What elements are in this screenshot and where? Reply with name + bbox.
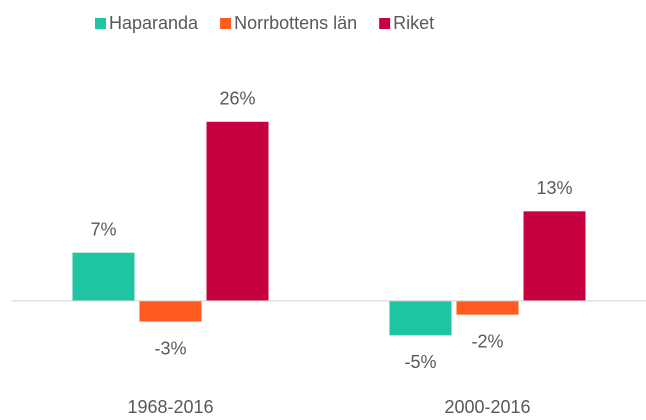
legend-swatch [220, 18, 232, 29]
legend-swatch [95, 18, 106, 29]
data-label: -3% [154, 338, 186, 358]
legend-label: Norrbottens län [234, 13, 357, 33]
bar [139, 300, 202, 322]
data-label: 7% [90, 219, 116, 239]
bar [72, 252, 135, 301]
legend-label: Riket [393, 13, 434, 33]
bar [456, 300, 519, 315]
legend-label: Haparanda [109, 13, 199, 33]
data-label: 13% [536, 178, 572, 198]
bar [206, 121, 269, 301]
bar [389, 300, 452, 336]
bar [523, 211, 586, 301]
data-label: -5% [404, 352, 436, 372]
data-label: -2% [471, 331, 503, 351]
legend-swatch [379, 18, 391, 29]
x-tick-label: 1968-2016 [127, 397, 213, 417]
data-label: 26% [219, 89, 255, 109]
x-tick-label: 2000-2016 [444, 397, 530, 417]
